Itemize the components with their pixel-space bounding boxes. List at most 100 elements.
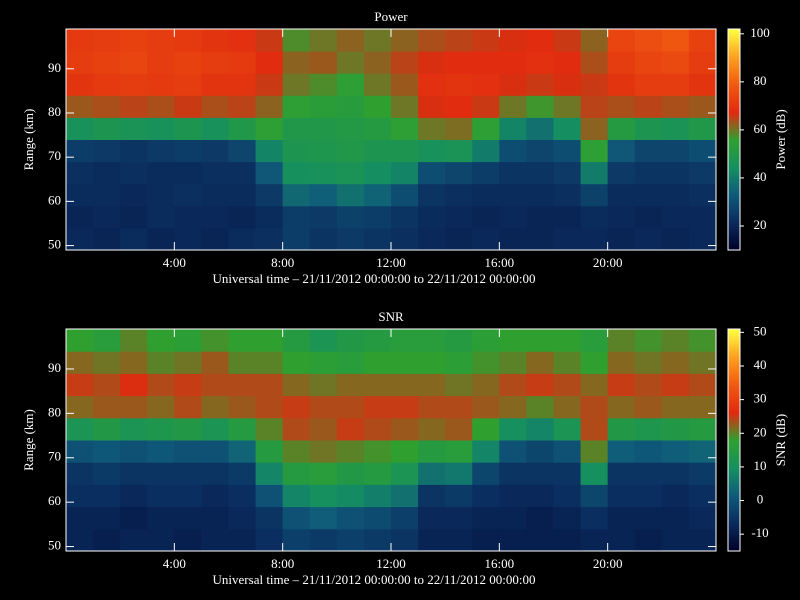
colorbar-segment bbox=[728, 522, 740, 525]
colorbar-segment bbox=[728, 93, 740, 96]
colorbar-segment bbox=[728, 515, 740, 519]
heatmap-cell bbox=[553, 227, 582, 251]
colorbar-segment bbox=[728, 66, 740, 70]
y-tick-label: 60 bbox=[48, 192, 61, 207]
heatmap-cell bbox=[147, 205, 175, 229]
colorbar-segment bbox=[728, 535, 740, 539]
heatmap-cell bbox=[472, 51, 500, 74]
heatmap-cell bbox=[147, 462, 175, 485]
heatmap-cell bbox=[147, 506, 175, 530]
heatmap-cell bbox=[93, 462, 121, 485]
heatmap-cell bbox=[282, 484, 311, 508]
colorbar-segment bbox=[728, 40, 740, 43]
colorbar-segment bbox=[728, 57, 740, 61]
heatmap-cell bbox=[309, 395, 338, 419]
heatmap-cell bbox=[607, 29, 636, 52]
heatmap-cell bbox=[282, 395, 311, 419]
heatmap-cell bbox=[336, 351, 365, 374]
heatmap-cell bbox=[418, 351, 446, 374]
heatmap-cell bbox=[445, 139, 473, 163]
heatmap-cell bbox=[363, 29, 392, 52]
colorbar-segment bbox=[728, 150, 740, 154]
heatmap-cell bbox=[661, 95, 690, 118]
heatmap-cell bbox=[445, 161, 473, 185]
heatmap-cell bbox=[147, 139, 175, 163]
heatmap-cell bbox=[553, 373, 582, 397]
heatmap-cell bbox=[661, 73, 690, 96]
colorbar-segment bbox=[728, 400, 740, 403]
colorbar-segment bbox=[728, 119, 740, 123]
heatmap-cell bbox=[472, 484, 500, 508]
heatmap-cell bbox=[309, 139, 338, 163]
heatmap-cell bbox=[634, 205, 663, 229]
colorbar-segment bbox=[728, 360, 740, 363]
heatmap-cell bbox=[255, 51, 284, 74]
heatmap-cell bbox=[66, 139, 94, 163]
colorbar-segment bbox=[728, 459, 740, 463]
colorbar-segment bbox=[728, 188, 740, 191]
heatmap-cell bbox=[634, 73, 663, 96]
heatmap-cell bbox=[688, 506, 717, 530]
colorbar-segment bbox=[728, 232, 740, 236]
heatmap-cell bbox=[391, 227, 419, 251]
heatmap-cell bbox=[607, 161, 636, 185]
colorbar-segment bbox=[728, 82, 740, 85]
colorbar-frame bbox=[727, 28, 741, 251]
heatmap-cell bbox=[174, 73, 202, 96]
heatmap-cell bbox=[661, 139, 690, 163]
heatmap-cell bbox=[553, 351, 582, 374]
heatmap-cell bbox=[282, 528, 311, 552]
heatmap-cell bbox=[553, 73, 582, 96]
heatmap-cell bbox=[255, 139, 284, 163]
colorbar-segment bbox=[728, 130, 740, 134]
heatmap-cell bbox=[147, 95, 175, 118]
heatmap-cell bbox=[580, 95, 609, 118]
heatmap-cell bbox=[526, 183, 554, 207]
heatmap-cell bbox=[499, 51, 527, 74]
colorbar-segment bbox=[728, 208, 740, 211]
heatmap-cell bbox=[66, 373, 94, 397]
colorbar-segment bbox=[728, 442, 740, 445]
heatmap-cell bbox=[391, 161, 419, 185]
y-tick-label: 90 bbox=[48, 60, 61, 75]
colorbar-segment bbox=[728, 241, 740, 244]
heatmap-cell bbox=[120, 506, 148, 530]
heatmap-cell bbox=[661, 117, 690, 140]
heatmap-cell bbox=[309, 506, 338, 530]
heatmap-cell bbox=[526, 440, 554, 463]
heatmap-cell bbox=[391, 73, 419, 96]
heatmap-cell bbox=[255, 73, 284, 96]
colorbar-tick-label: 100 bbox=[750, 25, 770, 40]
colorbar-segment bbox=[728, 402, 740, 405]
heatmap-cell bbox=[472, 139, 500, 163]
colorbar-segment bbox=[728, 406, 740, 410]
y-axis-label: Range (km) bbox=[21, 109, 36, 171]
heatmap-cell bbox=[147, 373, 175, 397]
colorbar-tick-label: 40 bbox=[754, 357, 767, 372]
heatmap-cell bbox=[255, 29, 284, 52]
heatmap-cell bbox=[634, 29, 663, 52]
colorbar-segment bbox=[728, 373, 740, 377]
colorbar-segment bbox=[728, 455, 740, 459]
colorbar-segment bbox=[728, 185, 740, 189]
colorbar-segment bbox=[728, 471, 740, 474]
heatmap-cell bbox=[93, 528, 121, 552]
colorbar-tick-label: 60 bbox=[754, 121, 767, 136]
heatmap-cell bbox=[147, 227, 175, 251]
colorbar-segment bbox=[728, 366, 740, 370]
colorbar-segment bbox=[728, 163, 740, 167]
heatmap-cell bbox=[688, 51, 717, 74]
heatmap-cell bbox=[201, 117, 229, 140]
heatmap-cell bbox=[661, 506, 690, 530]
colorbar-segment bbox=[728, 59, 740, 63]
heatmap-cell bbox=[499, 528, 527, 552]
heatmap-cell bbox=[418, 440, 446, 463]
plot-title: SNR bbox=[378, 309, 404, 324]
heatmap-cell bbox=[255, 462, 284, 485]
heatmap-cell bbox=[66, 484, 94, 508]
colorbar-segment bbox=[728, 488, 740, 492]
heatmap-cell bbox=[201, 139, 229, 163]
x-tick-label: 16:00 bbox=[485, 255, 515, 270]
colorbar-segment bbox=[728, 353, 740, 357]
colorbar-segment bbox=[728, 212, 740, 216]
